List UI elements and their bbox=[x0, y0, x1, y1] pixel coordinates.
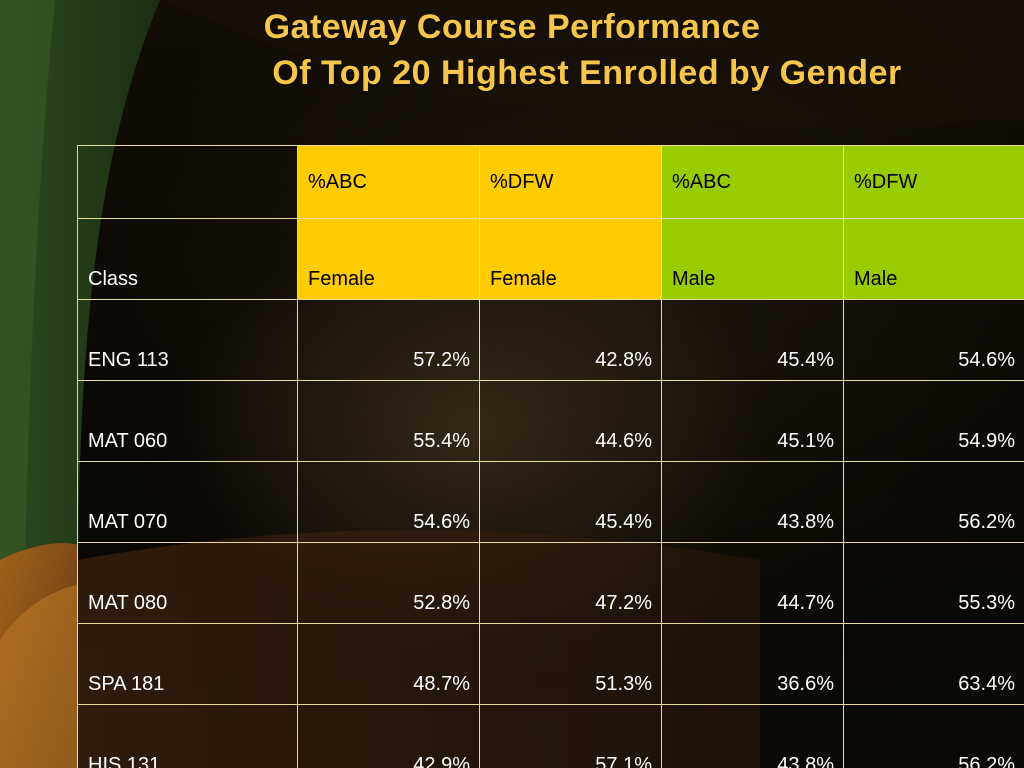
table-row: ENG 113 57.2% 42.8% 45.4% 54.6% bbox=[77, 299, 1024, 381]
dfw-female-cell: 47.2% bbox=[479, 542, 662, 624]
header-dfw-male: %DFW bbox=[843, 145, 1024, 219]
header-male-1: Male bbox=[661, 218, 844, 300]
dfw-male-cell: 63.4% bbox=[843, 623, 1024, 705]
dfw-female-cell: 57.1% bbox=[479, 704, 662, 768]
abc-male-cell: 36.6% bbox=[661, 623, 844, 705]
abc-male-cell: 43.8% bbox=[661, 461, 844, 543]
abc-male-cell: 45.1% bbox=[661, 380, 844, 462]
slide-title: Gateway Course Performance Of Top 20 Hig… bbox=[0, 4, 1024, 96]
dfw-male-cell: 56.2% bbox=[843, 704, 1024, 768]
dfw-female-cell: 42.8% bbox=[479, 299, 662, 381]
abc-male-cell: 44.7% bbox=[661, 542, 844, 624]
abc-female-cell: 57.2% bbox=[297, 299, 480, 381]
performance-table: %ABC %DFW %ABC %DFW Class Female Female … bbox=[77, 145, 1024, 768]
dfw-male-cell: 56.2% bbox=[843, 461, 1024, 543]
title-line-2: Of Top 20 Highest Enrolled by Gender bbox=[272, 54, 902, 92]
abc-female-cell: 52.8% bbox=[297, 542, 480, 624]
abc-male-cell: 43.8% bbox=[661, 704, 844, 768]
title-line-1: Gateway Course Performance bbox=[263, 8, 761, 46]
header-female-2: Female bbox=[479, 218, 662, 300]
dfw-female-cell: 51.3% bbox=[479, 623, 662, 705]
abc-female-cell: 42.9% bbox=[297, 704, 480, 768]
header-corner-cell bbox=[77, 145, 298, 219]
abc-male-cell: 45.4% bbox=[661, 299, 844, 381]
abc-female-cell: 55.4% bbox=[297, 380, 480, 462]
header-female-1: Female bbox=[297, 218, 480, 300]
class-cell: MAT 080 bbox=[77, 542, 298, 624]
abc-female-cell: 54.6% bbox=[297, 461, 480, 543]
table-row: MAT 080 52.8% 47.2% 44.7% 55.3% bbox=[77, 542, 1024, 624]
dfw-female-cell: 45.4% bbox=[479, 461, 662, 543]
dfw-male-cell: 55.3% bbox=[843, 542, 1024, 624]
header-dfw-female: %DFW bbox=[479, 145, 662, 219]
class-cell: ENG 113 bbox=[77, 299, 298, 381]
class-cell: HIS 131 bbox=[77, 704, 298, 768]
header-male-2: Male bbox=[843, 218, 1024, 300]
dfw-male-cell: 54.6% bbox=[843, 299, 1024, 381]
header-row-gender: Class Female Female Male Male bbox=[77, 218, 1024, 300]
header-abc-female: %ABC bbox=[297, 145, 480, 219]
class-cell: MAT 060 bbox=[77, 380, 298, 462]
class-cell: SPA 181 bbox=[77, 623, 298, 705]
table-row: MAT 070 54.6% 45.4% 43.8% 56.2% bbox=[77, 461, 1024, 543]
class-cell: MAT 070 bbox=[77, 461, 298, 543]
header-class-label: Class bbox=[77, 218, 298, 300]
table-row: MAT 060 55.4% 44.6% 45.1% 54.9% bbox=[77, 380, 1024, 462]
dfw-male-cell: 54.9% bbox=[843, 380, 1024, 462]
table-row: SPA 181 48.7% 51.3% 36.6% 63.4% bbox=[77, 623, 1024, 705]
table-row: HIS 131 42.9% 57.1% 43.8% 56.2% bbox=[77, 704, 1024, 768]
abc-female-cell: 48.7% bbox=[297, 623, 480, 705]
header-abc-male: %ABC bbox=[661, 145, 844, 219]
dfw-female-cell: 44.6% bbox=[479, 380, 662, 462]
header-row-metric: %ABC %DFW %ABC %DFW bbox=[77, 145, 1024, 219]
